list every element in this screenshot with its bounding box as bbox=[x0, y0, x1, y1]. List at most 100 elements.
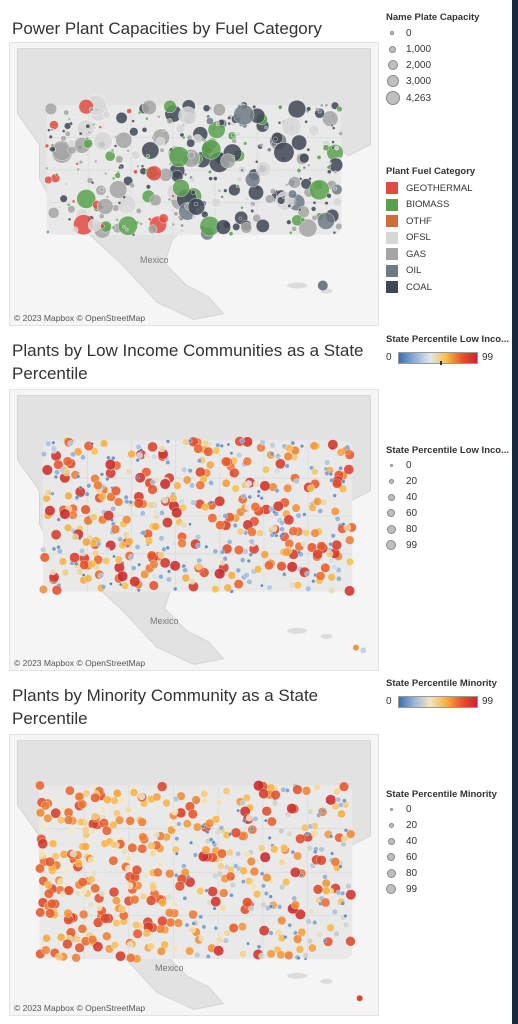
plant-marker[interactable] bbox=[259, 496, 264, 501]
plant-marker[interactable] bbox=[311, 579, 316, 584]
fuel-category-map[interactable]: Mexico © 2023 Mapbox © OpenStreetMap bbox=[9, 42, 379, 326]
plant-marker[interactable] bbox=[87, 130, 92, 135]
plant-marker[interactable] bbox=[307, 823, 313, 830]
plant-marker[interactable] bbox=[316, 155, 322, 160]
plant-marker[interactable] bbox=[332, 186, 338, 191]
plant-marker[interactable] bbox=[247, 494, 253, 500]
plant-marker[interactable] bbox=[225, 871, 236, 882]
map-attribution[interactable]: © 2023 Mapbox © OpenStreetMap bbox=[14, 313, 146, 323]
plant-marker[interactable] bbox=[227, 571, 236, 580]
plant-marker[interactable] bbox=[126, 882, 134, 890]
plant-marker[interactable] bbox=[123, 206, 131, 213]
plant-marker[interactable] bbox=[50, 445, 57, 452]
plant-marker[interactable] bbox=[69, 552, 80, 563]
plant-marker[interactable] bbox=[340, 835, 349, 843]
plant-marker[interactable] bbox=[131, 119, 135, 123]
plant-marker[interactable] bbox=[333, 170, 338, 175]
plant-marker[interactable] bbox=[63, 908, 73, 918]
plant-marker[interactable] bbox=[147, 942, 156, 951]
plant-marker[interactable] bbox=[310, 829, 319, 838]
plant-marker[interactable] bbox=[173, 586, 178, 591]
plant-marker[interactable] bbox=[247, 527, 257, 537]
plant-marker[interactable] bbox=[44, 143, 50, 149]
plant-marker[interactable] bbox=[78, 485, 83, 490]
plant-marker[interactable] bbox=[316, 812, 322, 818]
plant-marker[interactable] bbox=[196, 557, 203, 564]
plant-marker[interactable] bbox=[204, 544, 209, 549]
plant-marker[interactable] bbox=[336, 575, 342, 582]
plant-marker[interactable] bbox=[275, 458, 286, 470]
plant-marker[interactable] bbox=[103, 547, 111, 554]
plant-marker[interactable] bbox=[172, 796, 179, 803]
plant-marker[interactable] bbox=[345, 883, 352, 890]
plant-marker[interactable] bbox=[235, 567, 241, 573]
plant-marker[interactable] bbox=[166, 576, 172, 583]
plant-marker[interactable] bbox=[306, 844, 313, 852]
plant-marker[interactable] bbox=[44, 888, 54, 899]
plant-marker[interactable] bbox=[321, 110, 339, 127]
plant-marker[interactable] bbox=[131, 565, 137, 571]
plant-marker[interactable] bbox=[123, 494, 129, 500]
plant-marker[interactable] bbox=[57, 205, 62, 209]
plant-marker[interactable] bbox=[151, 135, 155, 140]
plant-marker[interactable] bbox=[230, 827, 242, 838]
plant-marker[interactable] bbox=[125, 227, 129, 232]
plant-marker[interactable] bbox=[90, 447, 99, 456]
plant-marker[interactable] bbox=[253, 780, 265, 792]
plant-marker[interactable] bbox=[52, 165, 57, 170]
plant-marker[interactable] bbox=[56, 128, 60, 132]
plant-marker[interactable] bbox=[49, 568, 57, 576]
plant-marker[interactable] bbox=[307, 908, 315, 916]
plant-marker[interactable] bbox=[157, 551, 166, 559]
plant-marker[interactable] bbox=[264, 194, 275, 204]
plant-marker[interactable] bbox=[291, 225, 298, 232]
plant-marker[interactable] bbox=[252, 104, 257, 109]
plant-marker[interactable] bbox=[328, 161, 332, 166]
plant-marker[interactable] bbox=[110, 524, 121, 534]
plant-marker[interactable] bbox=[57, 878, 65, 886]
plant-marker[interactable] bbox=[248, 905, 255, 912]
plant-marker[interactable] bbox=[287, 923, 292, 928]
plant-marker[interactable] bbox=[104, 459, 116, 470]
plant-marker[interactable] bbox=[49, 120, 59, 130]
plant-marker[interactable] bbox=[315, 571, 326, 581]
plant-marker[interactable] bbox=[129, 576, 141, 587]
plant-marker[interactable] bbox=[338, 864, 343, 869]
plant-marker[interactable] bbox=[281, 195, 286, 199]
plant-marker[interactable] bbox=[92, 941, 104, 952]
plant-marker[interactable] bbox=[50, 529, 62, 540]
plant-marker[interactable] bbox=[92, 125, 97, 130]
plant-marker[interactable] bbox=[158, 444, 166, 453]
plant-marker[interactable] bbox=[41, 945, 51, 955]
plant-marker[interactable] bbox=[181, 863, 187, 869]
plant-marker[interactable] bbox=[84, 574, 93, 583]
plant-marker[interactable] bbox=[99, 806, 107, 814]
plant-marker[interactable] bbox=[284, 950, 294, 960]
plant-marker[interactable] bbox=[76, 567, 84, 576]
plant-marker[interactable] bbox=[215, 219, 231, 235]
plant-marker[interactable] bbox=[47, 128, 51, 132]
plant-marker[interactable] bbox=[149, 194, 162, 207]
plant-marker[interactable] bbox=[165, 893, 173, 901]
plant-marker[interactable] bbox=[147, 224, 158, 234]
plant-marker[interactable] bbox=[246, 558, 251, 563]
plant-marker[interactable] bbox=[133, 498, 144, 509]
plant-marker[interactable] bbox=[73, 935, 82, 944]
plant-marker[interactable] bbox=[159, 510, 165, 516]
plant-marker[interactable] bbox=[42, 934, 51, 943]
plant-marker[interactable] bbox=[271, 531, 277, 536]
plant-marker[interactable] bbox=[231, 137, 237, 144]
plant-marker[interactable] bbox=[333, 787, 341, 796]
plant-marker[interactable] bbox=[139, 892, 148, 901]
plant-marker[interactable] bbox=[345, 889, 357, 900]
plant-marker[interactable] bbox=[297, 550, 301, 555]
plant-marker[interactable] bbox=[198, 934, 206, 942]
plant-marker[interactable] bbox=[105, 476, 110, 482]
plant-marker[interactable] bbox=[109, 180, 128, 199]
plant-marker[interactable] bbox=[306, 163, 311, 168]
plant-marker[interactable] bbox=[208, 837, 214, 842]
plant-marker[interactable] bbox=[182, 475, 192, 485]
plant-marker[interactable] bbox=[122, 531, 130, 539]
plant-marker[interactable] bbox=[126, 953, 136, 963]
plant-marker[interactable] bbox=[211, 197, 222, 208]
